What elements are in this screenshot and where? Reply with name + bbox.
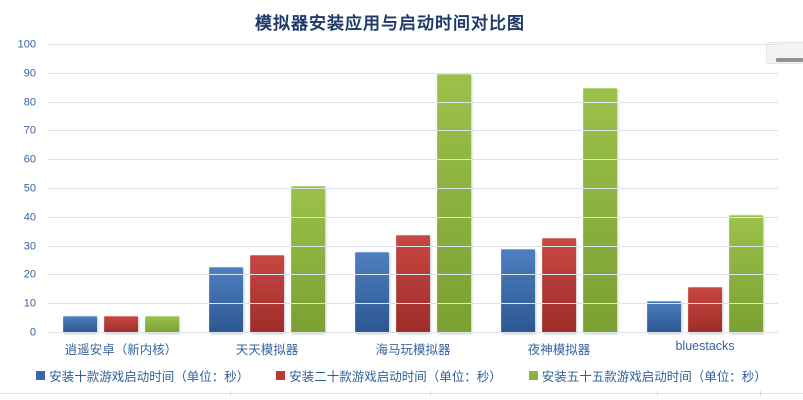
bar	[437, 73, 471, 333]
floating-button-dash-icon	[776, 58, 803, 62]
legend-label: 安装十款游戏启动时间（单位：秒）	[49, 370, 250, 384]
y-tick-label: 90	[23, 67, 36, 80]
bar	[396, 235, 430, 333]
y-tick-label: 60	[23, 153, 36, 166]
gridline	[48, 101, 778, 103]
bar	[145, 315, 179, 333]
category-label: 夜神模拟器	[527, 343, 591, 357]
gridline	[48, 72, 778, 74]
y-tick-label: 100	[17, 38, 36, 51]
gridline	[48, 245, 778, 247]
bar-group	[632, 45, 778, 333]
bar-groups	[48, 45, 778, 333]
divider-tick	[760, 391, 761, 396]
bar	[209, 266, 243, 333]
category-label: 天天模拟器	[235, 343, 299, 357]
x-axis: 逍遥安卓（新内核） 天天模拟器 海马玩模拟器 夜神模拟器 bluestacks	[48, 339, 778, 358]
bar	[647, 301, 681, 333]
legend-item: 安装二十款游戏启动时间（单位：秒）	[276, 366, 502, 385]
category-label: bluestacks	[675, 339, 735, 353]
bar	[501, 249, 535, 333]
y-axis: 0 10 20 30 40 50 60 70 80 90 100	[0, 39, 44, 338]
gridline	[48, 332, 778, 333]
gridline	[48, 216, 778, 218]
legend-item: 安装十款游戏启动时间（单位：秒）	[36, 366, 249, 385]
gridline	[48, 159, 778, 161]
bottom-divider	[0, 393, 803, 394]
bar	[688, 286, 722, 333]
bar-group	[340, 45, 486, 333]
divider-tick	[230, 391, 231, 396]
bar	[542, 237, 576, 333]
legend-swatch-icon	[528, 371, 538, 380]
y-tick-label: 0	[29, 326, 36, 339]
gridline	[48, 303, 778, 305]
y-tick-label: 40	[23, 211, 36, 224]
bar	[104, 315, 138, 333]
y-tick-label: 30	[23, 240, 36, 253]
y-tick-label: 20	[23, 268, 36, 281]
divider-tick	[657, 391, 658, 396]
bar	[583, 88, 617, 333]
bar-group	[48, 45, 194, 333]
bar	[250, 255, 284, 333]
category-label: 海马玩模拟器	[375, 343, 451, 357]
bar	[729, 214, 763, 333]
legend-swatch-icon	[36, 371, 46, 380]
bar	[355, 252, 389, 333]
bar	[291, 186, 325, 333]
bar	[63, 315, 97, 333]
legend: 安装十款游戏启动时间（单位：秒） 安装二十款游戏启动时间（单位：秒） 安装五十五款游…	[0, 366, 803, 385]
chart-title: 模拟器安装应用与启动时间对比图	[255, 14, 525, 33]
gridline	[48, 44, 778, 45]
legend-item: 安装五十五款游戏启动时间（单位：秒）	[528, 366, 767, 385]
gridline	[48, 188, 778, 189]
y-tick-label: 70	[23, 124, 36, 137]
gridline	[48, 130, 778, 132]
legend-swatch-icon	[276, 371, 286, 380]
y-tick-label: 50	[23, 182, 36, 195]
category-label: 逍遥安卓（新内核）	[64, 343, 178, 357]
y-tick-label: 10	[23, 297, 36, 310]
legend-label: 安装五十五款游戏启动时间（单位：秒）	[541, 370, 767, 384]
y-tick-label: 80	[23, 96, 36, 109]
divider-tick	[430, 391, 431, 396]
legend-label: 安装二十款游戏启动时间（单位：秒）	[289, 370, 502, 384]
bar-group	[194, 45, 340, 333]
gridline	[48, 274, 778, 276]
bar-group	[486, 45, 632, 333]
plot-area	[48, 44, 778, 333]
